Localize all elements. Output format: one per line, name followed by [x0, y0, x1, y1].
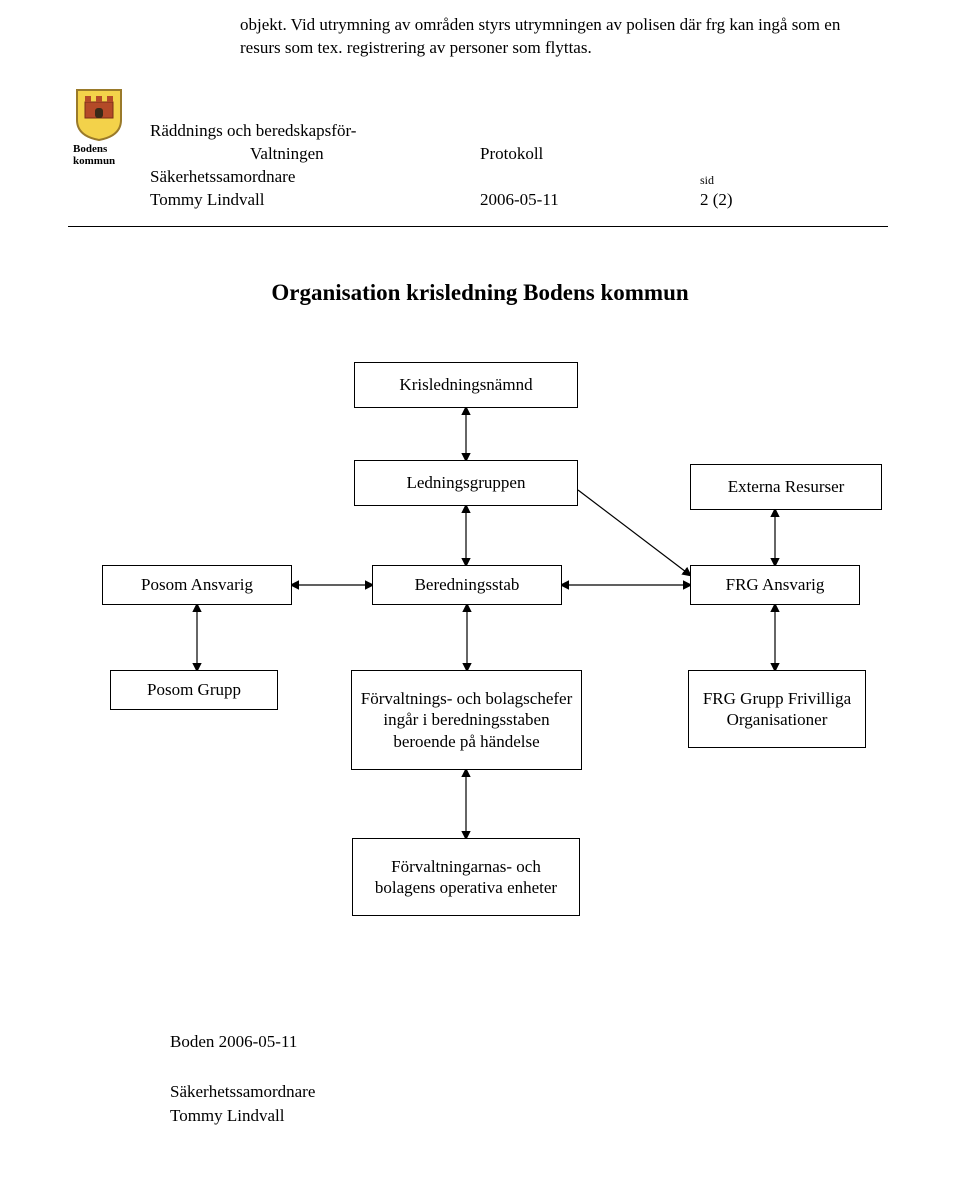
header-author: Tommy Lindvall — [150, 189, 480, 212]
header-dept-line1: Räddnings och beredskapsför- — [150, 120, 700, 143]
footer-role: Säkerhetssamordnare — [170, 1080, 315, 1105]
org-node-frg-grupp: FRG Grupp Frivilliga Organisationer — [688, 670, 866, 748]
header-page-number: 2 (2) — [700, 189, 860, 212]
org-node-forvaltningarnas: Förvaltningarnas- och bolagens operativa… — [352, 838, 580, 916]
org-node-krisledningsnamnd: Krisledningsnämnd — [354, 362, 578, 408]
org-node-beredningsstab: Beredningsstab — [372, 565, 562, 605]
header-date: 2006-05-11 — [480, 189, 700, 212]
header-role: Säkerhetssamordnare — [150, 166, 480, 189]
municipality-logo: Bodens kommun — [73, 86, 125, 167]
org-node-frg-ansvarig: FRG Ansvarig — [690, 565, 860, 605]
header-divider — [68, 226, 888, 227]
org-chart-title: Organisation krisledning Bodens kommun — [0, 280, 960, 306]
header-protokoll: Protokoll — [480, 143, 700, 166]
shield-icon — [73, 86, 125, 142]
logo-text-line1: Bodens — [73, 144, 125, 156]
footer-date: Boden 2006-05-11 — [170, 1030, 297, 1055]
header-dept-line2: Valtningen — [250, 143, 480, 166]
footer-name: Tommy Lindvall — [170, 1104, 285, 1129]
org-node-externa: Externa Resurser — [690, 464, 882, 510]
org-node-forvaltnings: Förvaltnings- och bolagschefer ingår i b… — [351, 670, 582, 770]
document-header: Räddnings och beredskapsför- Valtningen … — [150, 120, 870, 212]
org-node-ledningsgruppen: Ledningsgruppen — [354, 460, 578, 506]
org-node-posom-grupp: Posom Grupp — [110, 670, 278, 710]
header-sid-label: sid — [700, 166, 860, 189]
org-node-posom-ansvarig: Posom Ansvarig — [102, 565, 292, 605]
logo-text-line2: kommun — [73, 156, 125, 168]
intro-paragraph: objekt. Vid utrymning av områden styrs u… — [240, 14, 860, 60]
